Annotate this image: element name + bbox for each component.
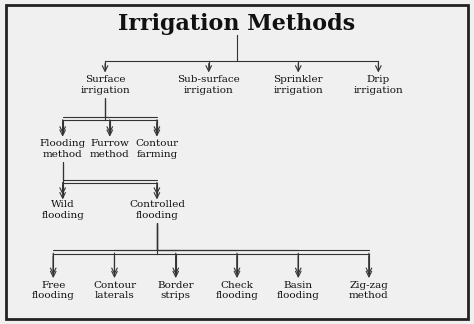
Text: Free
flooding: Free flooding xyxy=(32,281,75,300)
Text: Check
flooding: Check flooding xyxy=(216,281,258,300)
Text: Zig-zag
method: Zig-zag method xyxy=(349,281,389,300)
Text: Contour
laterals: Contour laterals xyxy=(93,281,136,300)
Text: Basin
flooding: Basin flooding xyxy=(277,281,319,300)
Text: Sub-surface
irrigation: Sub-surface irrigation xyxy=(177,75,240,95)
Text: Irrigation Methods: Irrigation Methods xyxy=(118,13,356,35)
Text: Contour
farming: Contour farming xyxy=(136,139,178,159)
Text: Drip
irrigation: Drip irrigation xyxy=(354,75,403,95)
Text: Surface
irrigation: Surface irrigation xyxy=(80,75,130,95)
Text: Wild
flooding: Wild flooding xyxy=(41,201,84,220)
Text: Sprinkler
irrigation: Sprinkler irrigation xyxy=(273,75,323,95)
Text: Flooding
method: Flooding method xyxy=(39,139,86,159)
Text: Furrow
method: Furrow method xyxy=(90,139,130,159)
Text: Border
strips: Border strips xyxy=(157,281,194,300)
Text: Controlled
flooding: Controlled flooding xyxy=(129,201,185,220)
